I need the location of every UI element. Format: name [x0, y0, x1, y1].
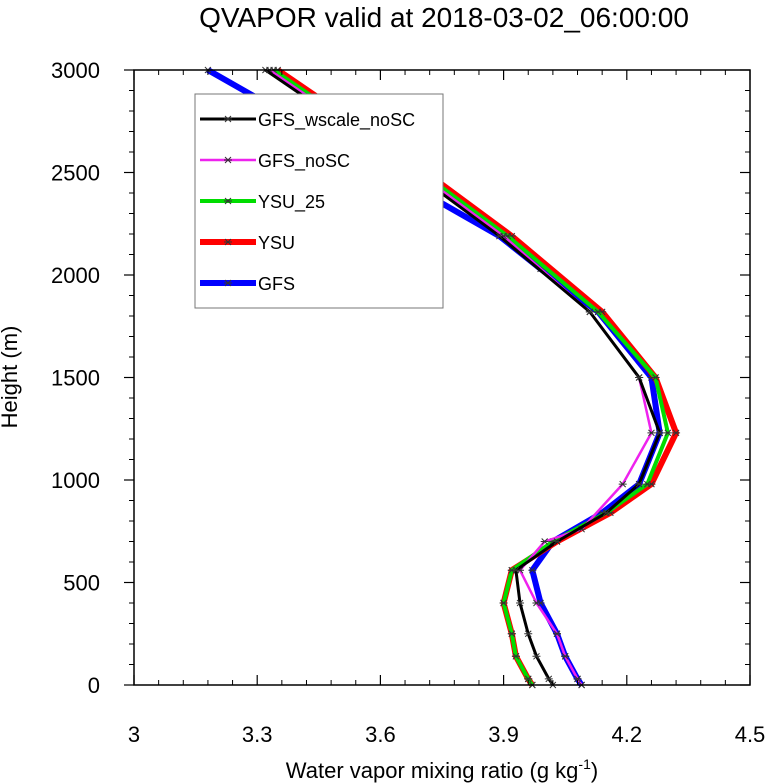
data-point-gfs-wscale-nosc	[511, 566, 520, 574]
data-point-gfs-nosc	[561, 652, 570, 660]
legend-marker	[224, 197, 232, 205]
data-point-gfs-nosc	[573, 675, 582, 683]
data-point-gfs-nosc	[532, 599, 541, 607]
x-tick-label: 3.9	[488, 722, 519, 747]
legend-marker	[224, 115, 232, 123]
x-axis-label-main: Water vapor mixing ratio (g kg	[286, 758, 579, 783]
y-tick-label: 0	[88, 673, 100, 698]
data-point-gfs-nosc	[540, 538, 549, 545]
legend-label: GFS_noSC	[258, 151, 350, 172]
x-axis-label-superscript: -1	[578, 756, 591, 772]
data-point-gfs-wscale-nosc	[524, 630, 533, 638]
legend: GFS_wscale_noSC GFS_noSC YSU_25 YSU GFS	[194, 93, 444, 309]
legend-marker	[224, 279, 232, 287]
data-point-gfs-nosc	[647, 429, 656, 437]
data-point-gfs-wscale-nosc	[516, 599, 525, 607]
series-gfs-nosc	[265, 66, 656, 689]
y-tick-label: 1500	[51, 366, 100, 391]
data-point-gfs-wscale-nosc	[585, 308, 594, 316]
data-point-ysu-25	[594, 308, 603, 316]
data-point-ysu-25	[524, 675, 533, 683]
y-tick-label: 1000	[51, 468, 100, 493]
x-tick-label: 4.5	[735, 722, 766, 747]
y-tick-label: 500	[63, 571, 100, 596]
data-point-ysu-25	[511, 652, 520, 660]
x-axis-label-end: )	[591, 758, 598, 783]
x-tick-label: 4.2	[612, 722, 643, 747]
data-point-ysu-25	[643, 480, 652, 488]
y-axis-label: Height (m)	[0, 326, 22, 429]
legend-item-gfs-wscale-nosc: GFS_wscale_noSC	[200, 110, 415, 131]
chart-title: QVAPOR valid at 2018-03-02_06:00:00	[199, 2, 689, 33]
data-point-ysu-25	[499, 599, 508, 607]
legend-label: YSU	[258, 233, 295, 253]
ticks-layer: 3 3.3 3.6 3.9 4.2 4.5 0 500 1000 1500 2000 2500 3000	[51, 58, 765, 747]
data-point-gfs-nosc	[552, 630, 561, 638]
x-tick-label: 3.6	[365, 722, 396, 747]
data-point-gfs-nosc	[618, 480, 627, 488]
legend-label: YSU_25	[258, 192, 325, 213]
y-tick-label: 2000	[51, 263, 100, 288]
data-point-gfs-wscale-nosc	[495, 232, 504, 240]
legend-item-gfs: GFS	[200, 274, 295, 294]
legend-label: GFS	[258, 274, 295, 294]
data-point-gfs-wscale-nosc	[544, 675, 553, 683]
data-point-ysu-25	[651, 374, 660, 381]
data-point-gfs-wscale-nosc	[552, 538, 561, 545]
series-layer	[203, 66, 681, 689]
legend-marker	[224, 156, 232, 164]
data-point-gfs-wscale-nosc	[655, 429, 664, 437]
data-point-ysu	[672, 429, 681, 437]
x-axis-label: Water vapor mixing ratio (g kg-1)	[286, 756, 598, 783]
x-tick-label: 3	[128, 722, 140, 747]
y-tick-label: 2500	[51, 161, 100, 186]
data-point-gfs-wscale-nosc	[532, 652, 541, 660]
legend-marker	[224, 238, 232, 246]
legend-label: GFS_wscale_noSC	[258, 110, 415, 131]
x-tick-label: 3.3	[242, 722, 273, 747]
data-point-gfs	[528, 566, 537, 574]
data-point-gfs-wscale-nosc	[635, 374, 644, 381]
legend-item-ysu: YSU	[200, 233, 295, 253]
legend-item-ysu-25: YSU_25	[200, 192, 325, 213]
data-point-ysu-25	[663, 429, 672, 437]
y-tick-label: 3000	[51, 58, 100, 83]
data-point-gfs-wscale-nosc	[635, 480, 644, 488]
data-point-gfs-wscale-nosc	[602, 509, 611, 517]
data-point-ysu-25	[507, 630, 516, 638]
legend-item-gfs-nosc: GFS_noSC	[200, 151, 350, 172]
